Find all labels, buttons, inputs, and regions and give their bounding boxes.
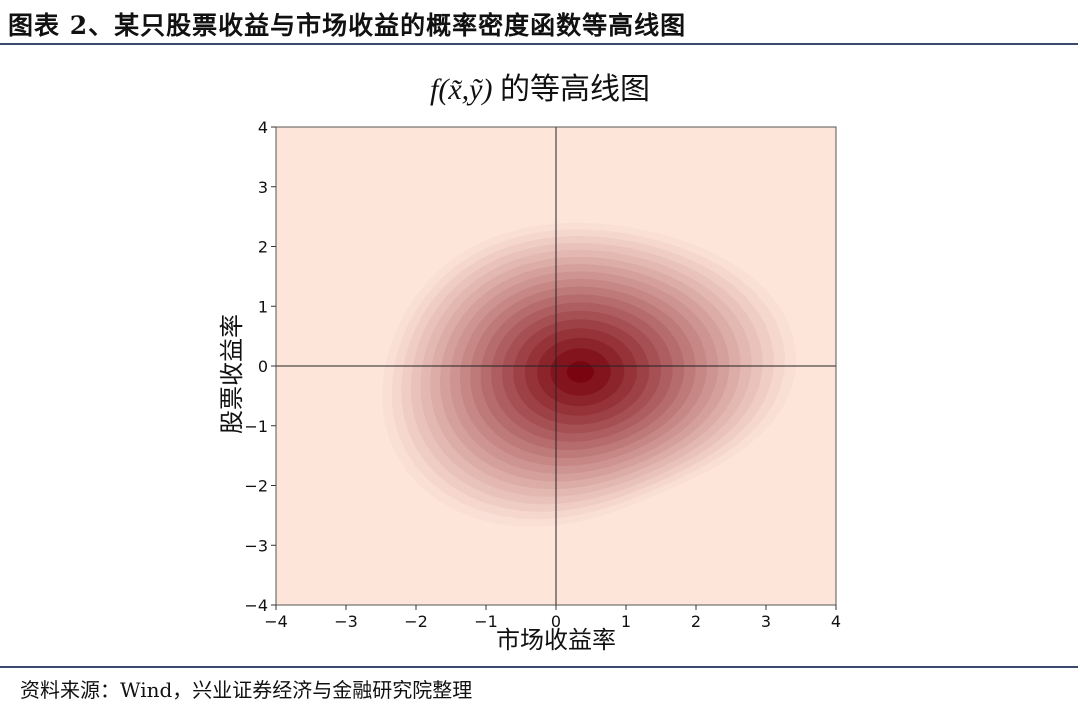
y-axis-ticks: −4 −3 −2 −1 0 1 2 3 4 (244, 118, 276, 615)
y-tick-label: −4 (244, 596, 268, 615)
x-tick-label: 4 (831, 612, 841, 631)
y-tick-label: 2 (258, 238, 268, 257)
y-tick-label: 1 (258, 297, 268, 316)
figure-header: 图表 2、某只股票收益与市场收益的概率密度函数等高线图 (8, 11, 687, 40)
chart-title-text: 的等高线图 (492, 73, 650, 106)
y-tick-label: 3 (258, 178, 268, 197)
x-tick-label: 1 (621, 612, 631, 631)
x-tick-label: −3 (334, 612, 358, 631)
footer-divider (0, 666, 1078, 668)
y-axis-label: 股票收益率 (218, 314, 246, 434)
x-tick-label: −2 (404, 612, 428, 631)
y-tick-label: −1 (244, 417, 268, 436)
source-note: 资料来源：Wind，兴业证券经济与金融研究院整理 (20, 678, 473, 702)
x-tick-label: 3 (761, 612, 771, 631)
y-tick-label: 0 (258, 357, 268, 376)
x-tick-label: −4 (264, 612, 288, 631)
header-divider (0, 43, 1078, 45)
x-tick-label: −1 (474, 612, 498, 631)
density-contour-level (566, 361, 595, 383)
x-axis-label: 市场收益率 (496, 626, 616, 654)
y-tick-label: 4 (258, 118, 268, 137)
x-tick-label: 0 (551, 612, 561, 631)
y-tick-label: −3 (244, 536, 268, 555)
chart-title: f(x̃,ỹ) 的等高线图 (0, 64, 1080, 108)
y-tick-label: −2 (244, 477, 268, 496)
density-contours (382, 222, 797, 527)
chart-title-math: f(x̃,ỹ) (430, 73, 493, 106)
x-axis-ticks: −4 −3 −2 −1 0 1 2 3 4 (264, 605, 841, 631)
x-tick-label: 2 (691, 612, 701, 631)
